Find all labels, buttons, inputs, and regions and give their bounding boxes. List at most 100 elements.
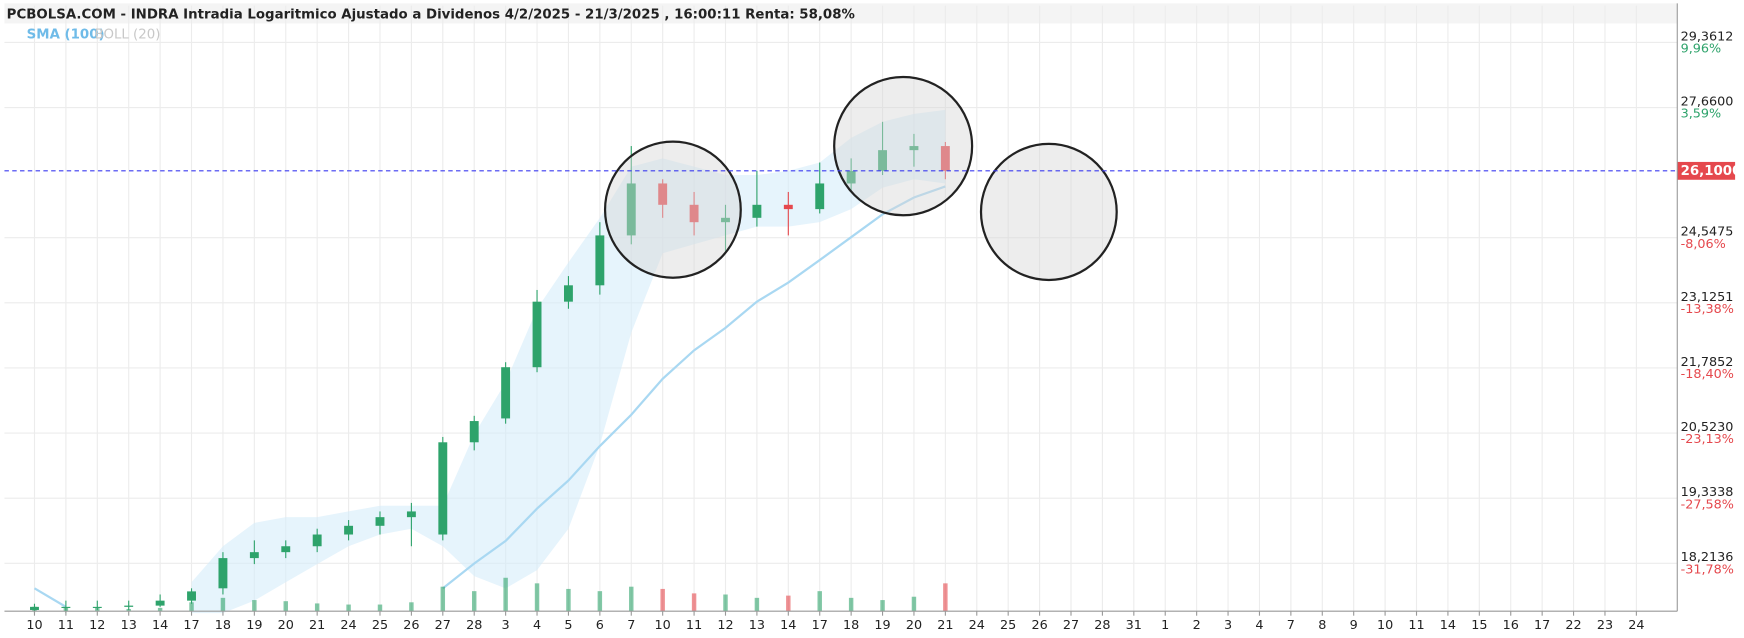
x-tick-label: 14 [780, 618, 796, 633]
candle-body [626, 183, 636, 236]
volume-bar [691, 593, 697, 612]
y-tick-label: 27,6600 [1681, 94, 1734, 109]
candle-body [658, 183, 668, 205]
pct-label: -8,06% [1681, 237, 1726, 252]
y-tick-label: 20,5230 [1681, 420, 1734, 435]
x-tick-label: 13 [121, 618, 137, 633]
candle-body [92, 606, 102, 608]
candle-body [218, 558, 228, 589]
candle-body [532, 301, 542, 368]
x-tick-label: 23 [1597, 618, 1613, 633]
candle-body [61, 606, 71, 608]
x-tick-label: 25 [372, 618, 388, 633]
volume-bar [911, 596, 917, 612]
y-tick-label: 24,5475 [1681, 225, 1734, 240]
volume-bar [220, 597, 226, 612]
bollinger-band [191, 109, 946, 614]
candle-body [469, 421, 479, 443]
volume-bar [786, 595, 791, 612]
volume-bar [126, 609, 131, 612]
x-tick-label: 18 [215, 618, 231, 633]
x-tick-label: 19 [874, 618, 890, 633]
candle-body [501, 367, 511, 419]
x-tick-label: 24 [340, 618, 356, 633]
x-tick-label: 17 [812, 618, 828, 633]
volume-bar [723, 594, 728, 612]
pct-label: -31,78% [1681, 562, 1734, 577]
candle-body [375, 517, 385, 526]
x-tick-label: 8 [1318, 618, 1326, 633]
volume-bar [189, 602, 194, 612]
x-tick-label: 24 [1628, 618, 1644, 633]
x-tick-label: 19 [246, 618, 262, 633]
legend-boll: BOLL (20) [95, 28, 161, 43]
volume-bar [754, 597, 760, 612]
candle-body [752, 204, 762, 218]
x-tick-label: 27 [435, 618, 451, 633]
x-tick-label: 5 [564, 618, 572, 633]
annotation-circle [833, 75, 974, 217]
x-tick-label: 4 [1255, 618, 1263, 633]
x-tick-label: 15 [1471, 618, 1487, 633]
candle-body [689, 204, 699, 223]
x-tick-label: 13 [749, 618, 765, 633]
x-tick-label: 28 [1094, 618, 1110, 633]
x-tick-label: 22 [1565, 618, 1581, 633]
marks-layer [30, 121, 950, 614]
volume-bar [597, 591, 603, 612]
price-label-bg [1677, 161, 1736, 180]
x-tick-label: 17 [183, 618, 199, 633]
x-tick-label: 11 [1408, 618, 1424, 633]
x-tick-label: 26 [403, 618, 419, 633]
x-tick-label: 28 [466, 618, 482, 633]
x-tick-label: 6 [596, 618, 604, 633]
candle-body [187, 591, 196, 601]
x-tick-label: 12 [89, 618, 105, 633]
volume-bar [377, 604, 383, 612]
x-tick-label: 10 [1377, 618, 1393, 633]
x-tick-label: 18 [843, 618, 859, 633]
grid-layer [4, 5, 1678, 612]
candle-body [846, 170, 856, 184]
volume-bar [629, 586, 634, 612]
volume-bar [314, 603, 320, 612]
volume-bar [157, 607, 163, 612]
volume-layer [32, 577, 948, 612]
volume-bar [409, 602, 414, 612]
volume-bar [848, 597, 854, 612]
volume-bar [252, 600, 257, 612]
candle-body [155, 600, 165, 606]
volume-bar [880, 600, 885, 612]
volume-bar [534, 583, 540, 612]
y-tick-label: 23,1251 [1681, 290, 1734, 305]
candle-body [438, 442, 448, 535]
candle-body [909, 146, 919, 151]
x-tick-label: 26 [1031, 618, 1047, 633]
x-tick-label: 12 [717, 618, 733, 633]
pct-label: -13,38% [1681, 302, 1734, 317]
y-tick-label: 21,7852 [1681, 355, 1734, 370]
x-tick-label: 20 [278, 618, 294, 633]
x-tick-label: 1 [1161, 618, 1169, 633]
pct-label: -23,13% [1681, 432, 1734, 447]
x-tick-label: 7 [1287, 618, 1295, 633]
x-tick-label: 9 [1350, 618, 1358, 633]
pct-label: -18,40% [1681, 367, 1734, 382]
y-tick-label: 29,3612 [1681, 29, 1734, 44]
volume-bar [566, 588, 571, 612]
volume-bar [346, 604, 351, 612]
candle-body [312, 534, 322, 547]
x-tick-label: 11 [686, 618, 702, 633]
volume-bar [283, 601, 288, 612]
candle-body [783, 204, 793, 210]
x-tick-label: 31 [1126, 618, 1142, 633]
x-tick-label: 7 [627, 618, 635, 633]
candle-body [406, 511, 416, 518]
volume-bar [503, 577, 508, 612]
volume-bar [660, 588, 665, 612]
candle-body [595, 235, 605, 286]
candle-body [30, 606, 39, 610]
x-tick-label: 4 [533, 618, 541, 633]
